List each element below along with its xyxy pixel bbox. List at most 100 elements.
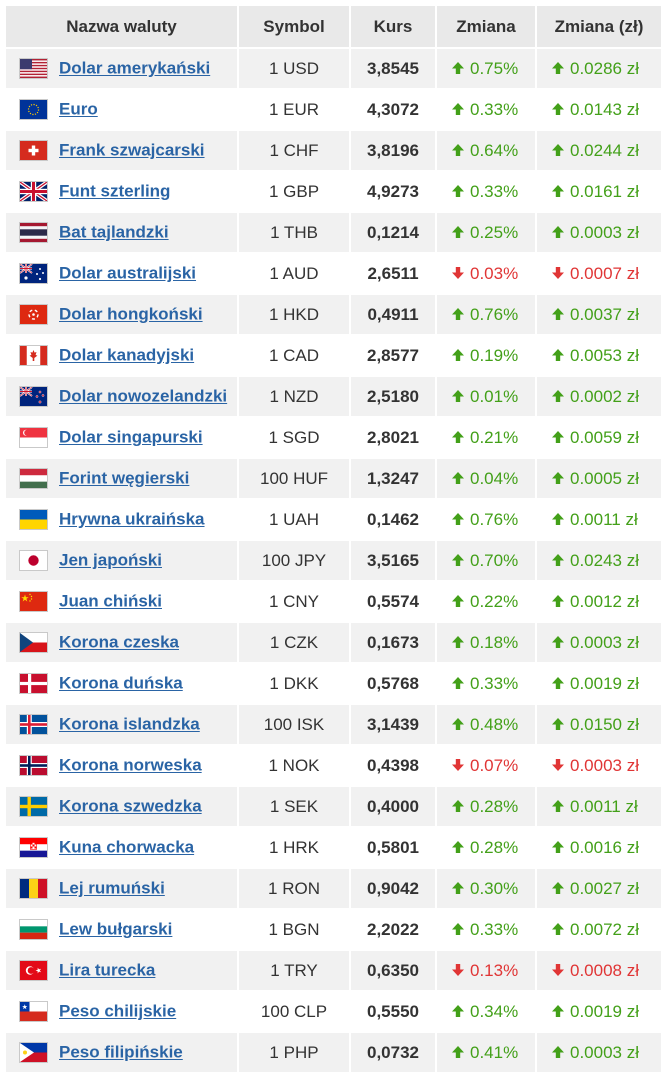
header-change[interactable]: Zmiana	[437, 6, 537, 49]
table-row: Dolar australijski 1 AUD 2,6511 0.03% 0.0007…	[6, 254, 661, 295]
currency-name-cell: Korona duńska	[6, 664, 239, 705]
percent-change: 0.18%	[470, 632, 519, 652]
exchange-rate: 0,1214	[351, 213, 437, 254]
pln-change-cell: 0.0143 zł	[537, 90, 661, 131]
exchange-rate: 4,3072	[351, 90, 437, 131]
arrow-up-icon	[551, 183, 565, 197]
pln-change-cell: 0.0011 zł	[537, 500, 661, 541]
pln-change: 0.0027 zł	[570, 878, 639, 898]
currency-link[interactable]: Juan chiński	[59, 591, 162, 611]
us-flag-icon	[20, 59, 47, 79]
pln-change-cell: 0.0019 zł	[537, 664, 661, 705]
header-symbol[interactable]: Symbol	[239, 6, 351, 49]
table-row: Dolar kanadyjski 1 CAD 2,8577 0.19% 0.0053 z…	[6, 336, 661, 377]
currency-link[interactable]: Korona duńska	[59, 673, 183, 693]
arrow-up-icon	[551, 880, 565, 894]
currency-symbol: 1 EUR	[239, 90, 351, 131]
exchange-rate: 3,8545	[351, 49, 437, 90]
hr-flag-icon	[20, 838, 47, 858]
currency-link[interactable]: Dolar kanadyjski	[59, 345, 195, 365]
currency-link[interactable]: Korona islandzka	[59, 714, 200, 734]
currency-link[interactable]: Frank szwajcarski	[59, 140, 205, 160]
hu-flag-icon	[20, 469, 47, 489]
currency-symbol: 1 UAH	[239, 500, 351, 541]
pln-change: 0.0037 zł	[570, 304, 639, 324]
percent-change-cell: 0.22%	[437, 582, 537, 623]
currency-link[interactable]: Kuna chorwacka	[59, 837, 195, 857]
arrow-up-icon	[551, 224, 565, 238]
exchange-rate: 0,4398	[351, 746, 437, 787]
currency-symbol: 100 JPY	[239, 541, 351, 582]
header-change-pln[interactable]: Zmiana (zł)	[537, 6, 661, 49]
pln-change: 0.0019 zł	[570, 1001, 639, 1021]
currency-table-container: Nazwa waluty Symbol Kurs Zmiana Zmiana (…	[6, 6, 661, 1074]
currency-link[interactable]: Forint węgierski	[59, 468, 190, 488]
currency-link[interactable]: Korona norweska	[59, 755, 202, 775]
pln-change-cell: 0.0007 zł	[537, 254, 661, 295]
currency-name-cell: Korona islandzka	[6, 705, 239, 746]
currency-name-cell: Bat tajlandzki	[6, 213, 239, 254]
arrow-up-icon	[551, 593, 565, 607]
currency-link[interactable]: Lira turecka	[59, 960, 156, 980]
currency-link[interactable]: Korona szwedzka	[59, 796, 202, 816]
percent-change-cell: 0.48%	[437, 705, 537, 746]
table-row: Korona szwedzka 1 SEK 0,4000 0.28% 0.0011 zł	[6, 787, 661, 828]
currency-link[interactable]: Hrywna ukraińska	[59, 509, 205, 529]
table-row: Korona islandzka 100 ISK 3,1439 0.48% 0.0150…	[6, 705, 661, 746]
currency-link[interactable]: Dolar amerykański	[59, 58, 211, 78]
currency-link[interactable]: Lew bułgarski	[59, 919, 173, 939]
currency-symbol: 100 ISK	[239, 705, 351, 746]
bg-flag-icon	[20, 920, 47, 940]
currency-symbol: 1 CHF	[239, 131, 351, 172]
percent-change-cell: 0.33%	[437, 90, 537, 131]
arrow-down-icon	[451, 962, 465, 976]
currency-link[interactable]: Korona czeska	[59, 632, 179, 652]
currency-symbol: 1 PHP	[239, 1033, 351, 1074]
exchange-rate: 0,5550	[351, 992, 437, 1033]
currency-link[interactable]: Euro	[59, 99, 98, 119]
exchange-rate: 0,6350	[351, 951, 437, 992]
currency-symbol: 100 CLP	[239, 992, 351, 1033]
arrow-up-icon	[451, 101, 465, 115]
ph-flag-icon	[20, 1043, 47, 1063]
percent-change: 0.28%	[470, 796, 519, 816]
currency-link[interactable]: Dolar australijski	[59, 263, 197, 283]
table-row: Peso filipińskie 1 PHP 0,0732 0.41% 0.0003 z…	[6, 1033, 661, 1074]
table-row: Lew bułgarski 1 BGN 2,2022 0.33% 0.0072 zł	[6, 910, 661, 951]
currency-link[interactable]: Peso chilijskie	[59, 1001, 177, 1021]
arrow-up-icon	[551, 347, 565, 361]
exchange-rate: 0,5801	[351, 828, 437, 869]
currency-name-cell: Dolar singapurski	[6, 418, 239, 459]
percent-change: 0.33%	[470, 181, 519, 201]
exchange-rate: 0,1673	[351, 623, 437, 664]
currency-link[interactable]: Dolar nowozelandzki	[59, 386, 228, 406]
currency-link[interactable]: Lej rumuński	[59, 878, 165, 898]
gb-flag-icon	[20, 182, 47, 202]
percent-change-cell: 0.04%	[437, 459, 537, 500]
arrow-down-icon	[451, 265, 465, 279]
currency-link[interactable]: Jen japoński	[59, 550, 162, 570]
percent-change: 0.33%	[470, 919, 519, 939]
table-row: Dolar hongkoński 1 HKD 0,4911 0.76% 0.0037 z…	[6, 295, 661, 336]
currency-link[interactable]: Bat tajlandzki	[59, 222, 169, 242]
pln-change-cell: 0.0150 zł	[537, 705, 661, 746]
currency-link[interactable]: Dolar hongkoński	[59, 304, 203, 324]
header-rate[interactable]: Kurs	[351, 6, 437, 49]
pln-change: 0.0286 zł	[570, 58, 639, 78]
header-currency-name[interactable]: Nazwa waluty	[6, 6, 239, 49]
currency-name-cell: Dolar hongkoński	[6, 295, 239, 336]
currency-name-cell: Jen japoński	[6, 541, 239, 582]
currency-symbol: 1 SEK	[239, 787, 351, 828]
currency-link[interactable]: Funt szterling	[59, 181, 171, 201]
percent-change: 0.48%	[470, 714, 519, 734]
pln-change-cell: 0.0002 zł	[537, 377, 661, 418]
currency-name-cell: Korona czeska	[6, 623, 239, 664]
pln-change-cell: 0.0243 zł	[537, 541, 661, 582]
exchange-rate: 0,4000	[351, 787, 437, 828]
percent-change: 0.28%	[470, 837, 519, 857]
currency-link[interactable]: Peso filipińskie	[59, 1042, 183, 1062]
currency-link[interactable]: Dolar singapurski	[59, 427, 203, 447]
currency-name-cell: Peso chilijskie	[6, 992, 239, 1033]
arrow-up-icon	[451, 511, 465, 525]
exchange-rate: 2,2022	[351, 910, 437, 951]
